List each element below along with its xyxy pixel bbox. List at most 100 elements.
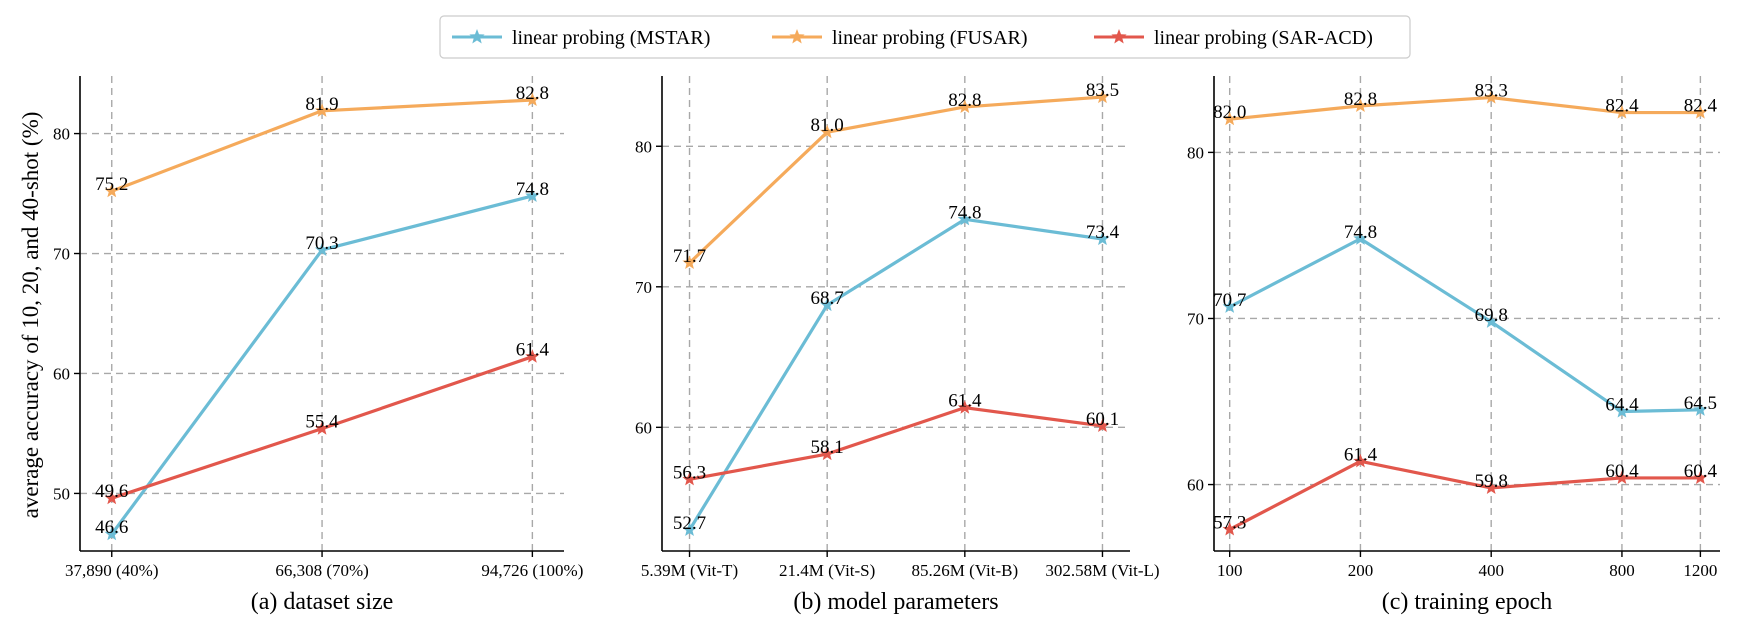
panel-b-line-mstar (688, 217, 1103, 531)
panel-b-data-label-fusar: 81.0 (811, 115, 844, 136)
panel-c: 60 70 80 100 200 400 800 1200 70.7 74.8 69.8 64.4 64… (1187, 76, 1720, 615)
panel-b-y-tick-label: 80 (635, 137, 652, 156)
panel-a-data-label-fusar: 75.2 (95, 174, 128, 195)
panel-a-data-label-fusar: 82.8 (516, 83, 549, 104)
panel-c-x-tick-label: 1200 (1683, 561, 1717, 580)
panel-b-point-saracd (1095, 418, 1110, 432)
legend-frame (439, 15, 1411, 59)
panel-b-data-label-mstar: 68.7 (811, 288, 844, 309)
y-axis-label: average accuracy of 10, 20, and 40-shot … (18, 112, 43, 519)
panel-c-point-fusar (1222, 111, 1237, 126)
legend-star-icon-fusar (789, 29, 805, 44)
panel-b-data-label-saracd: 56.3 (673, 462, 706, 483)
panel-c-data-label-mstar: 74.8 (1344, 222, 1377, 243)
panel-b-point-mstar (957, 211, 972, 226)
panel-a-data-label-saracd: 49.6 (95, 481, 128, 502)
panel-a-data-label-mstar: 70.3 (305, 233, 338, 254)
legend-star-icon-saracd (1111, 29, 1127, 44)
panel-a-data-label-mstar: 74.8 (516, 179, 549, 200)
panel-b-point-saracd (820, 446, 835, 461)
panel-c-x-tick-label: 400 (1478, 561, 1504, 580)
panel-c-data-label-fusar: 82.4 (1684, 96, 1718, 117)
panel-c-y-tick-label: 60 (1187, 476, 1204, 495)
panel-a-data-label-saracd: 61.4 (516, 340, 550, 361)
panel-b-data-label-saracd: 61.4 (948, 391, 982, 412)
panel-c-title: (c) training epoch (1382, 589, 1553, 615)
panel-a-point-mstar (104, 526, 119, 541)
legend-entry-fusar: linear probing (FUSAR) (772, 27, 1028, 49)
panel-c-point-saracd (1484, 480, 1499, 494)
panel-b-x-tick-label: 21.4M (Vit-S) (779, 561, 875, 580)
panel-b-data-label-fusar: 71.7 (673, 246, 706, 267)
panel-a-x-tick-label: 66,308 (70%) (275, 561, 368, 580)
panel-c-x-tick-label: 800 (1609, 561, 1635, 580)
panel-b-point-mstar (1095, 231, 1110, 246)
panel-b-point-fusar (957, 99, 972, 113)
panel-b-data-label-mstar: 73.4 (1086, 222, 1120, 243)
panel-c-y-tick-label: 70 (1187, 309, 1204, 328)
panel-a-data-label-mstar: 46.6 (95, 517, 128, 538)
panel-a-data-label-fusar: 81.9 (305, 94, 338, 115)
panel-c-point-saracd (1353, 453, 1368, 468)
panel-a-data-label-saracd: 55.4 (305, 412, 339, 433)
panel-b-point-saracd (957, 400, 972, 414)
panel-c-point-mstar (1614, 403, 1630, 418)
panel-c-x-tick-label: 200 (1348, 561, 1374, 580)
panel-a-y-tick-label: 50 (53, 484, 70, 503)
panel-c-point-fusar (1614, 105, 1630, 119)
panel-c-point-fusar (1484, 90, 1499, 104)
panel-a-point-saracd (525, 349, 540, 363)
panel-c-data-label-fusar: 82.4 (1605, 96, 1639, 117)
panel-c-data-label-fusar: 82.0 (1213, 102, 1246, 123)
panel-c-point-mstar (1222, 299, 1237, 313)
panel-b-x-tick-label: 85.26M (Vit-B) (912, 561, 1019, 580)
panel-c-data-label-saracd: 57.3 (1213, 512, 1246, 533)
panel-b-data-label-fusar: 83.5 (1086, 80, 1119, 101)
panel-c-point-mstar (1484, 314, 1499, 328)
panel-c-data-label-fusar: 82.8 (1344, 89, 1377, 110)
panel-b-point-fusar (820, 124, 835, 139)
panel-c-data-label-saracd: 60.4 (1684, 461, 1718, 482)
panel-c-data-label-mstar: 70.7 (1213, 290, 1246, 311)
panel-b-data-label-fusar: 82.8 (948, 90, 981, 111)
legend-label-saracd: linear probing (SAR-ACD) (1154, 27, 1373, 49)
panel-a-y-tick-label: 80 (53, 125, 70, 144)
panel-c-data-label-fusar: 83.3 (1475, 81, 1508, 102)
panel-a-point-mstar (314, 242, 330, 256)
panel-b-data-label-mstar: 52.7 (673, 513, 706, 534)
panel-b-x-tick-label: 5.39M (Vit-T) (641, 561, 738, 580)
panel-b-point-saracd (682, 471, 697, 486)
panel-c-point-mstar (1353, 231, 1368, 245)
legend: linear probing (MSTAR) linear probing (F… (439, 15, 1411, 59)
panel-c-x-tick-label: 100 (1217, 561, 1243, 580)
panel-a-title: (a) dataset size (251, 589, 394, 615)
panel-a-y-tick-label: 60 (53, 364, 70, 383)
panel-a-point-fusar (525, 92, 540, 107)
panel-c-data-label-saracd: 60.4 (1605, 461, 1639, 482)
panel-a-point-mstar (525, 188, 540, 203)
panel-a-point-saracd (314, 421, 330, 435)
panel-c-point-fusar (1353, 98, 1368, 112)
legend-entry-saracd: linear probing (SAR-ACD) (1094, 27, 1373, 49)
panel-c-data-label-mstar: 64.5 (1684, 393, 1717, 414)
panel-c-data-label-mstar: 64.4 (1605, 394, 1639, 415)
legend-label-fusar: linear probing (FUSAR) (832, 27, 1028, 49)
panel-b-x-tick-label: 302.58M (Vit-L) (1045, 561, 1159, 580)
panel-c-point-mstar (1693, 402, 1708, 416)
panel-a: 50 60 70 80 37,890 (40%) 66,308 (70%) 94,726 (… (53, 76, 583, 615)
panel-b-y-tick-label: 60 (635, 418, 652, 437)
panel-c-line-mstar (1228, 237, 1701, 414)
panel-b: 60 70 80 5.39M (Vit-T) 21.4M (Vit-S) 85.26M (… (635, 76, 1160, 615)
panel-c-data-label-saracd: 59.8 (1475, 471, 1508, 492)
panel-c-point-saracd (1222, 521, 1237, 536)
panel-c-data-label-saracd: 61.4 (1344, 444, 1378, 465)
panel-b-line-saracd (689, 406, 1103, 481)
panel-b-y-tick-label: 70 (635, 278, 652, 297)
panel-c-y-tick-label: 80 (1187, 143, 1204, 162)
panel-a-x-tick-label: 37,890 (40%) (65, 561, 158, 580)
panel-b-point-mstar (820, 297, 835, 312)
panel-c-point-saracd (1614, 470, 1630, 484)
panel-c-point-saracd (1693, 470, 1708, 484)
panel-a-point-saracd (104, 490, 119, 505)
